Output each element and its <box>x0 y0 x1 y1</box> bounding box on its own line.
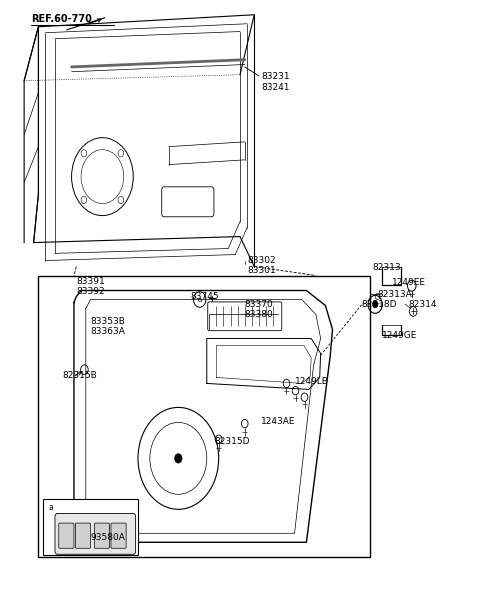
Text: 83302
83301: 83302 83301 <box>247 256 276 275</box>
Text: a: a <box>49 503 54 512</box>
FancyBboxPatch shape <box>59 523 74 548</box>
Text: 82313: 82313 <box>373 263 401 272</box>
Text: 1249LB: 1249LB <box>295 377 328 386</box>
Circle shape <box>372 301 378 308</box>
FancyBboxPatch shape <box>95 523 109 548</box>
Text: a: a <box>198 296 202 302</box>
Bar <box>38 275 371 557</box>
FancyBboxPatch shape <box>111 523 126 548</box>
FancyBboxPatch shape <box>75 523 91 548</box>
Text: 93580A: 93580A <box>91 533 125 542</box>
Text: 1249EE: 1249EE <box>392 278 426 287</box>
Text: 83370
83380: 83370 83380 <box>245 300 274 319</box>
Text: 1243AE: 1243AE <box>261 417 296 426</box>
Text: 82315D: 82315D <box>214 437 250 446</box>
Text: 1249GE: 1249GE <box>383 331 418 340</box>
Text: 82313A: 82313A <box>378 290 412 299</box>
Bar <box>43 499 138 555</box>
Text: 82318D: 82318D <box>361 301 396 309</box>
Text: 83391
83392: 83391 83392 <box>76 276 105 296</box>
Text: REF.60-770: REF.60-770 <box>31 14 92 24</box>
Text: 83353B
83363A: 83353B 83363A <box>91 317 125 336</box>
Text: 83745: 83745 <box>190 292 219 301</box>
Text: 83231
83241: 83231 83241 <box>261 72 290 91</box>
Circle shape <box>175 454 182 463</box>
Text: 82315B: 82315B <box>62 371 97 380</box>
Text: 82314: 82314 <box>408 301 437 309</box>
FancyBboxPatch shape <box>55 514 136 554</box>
